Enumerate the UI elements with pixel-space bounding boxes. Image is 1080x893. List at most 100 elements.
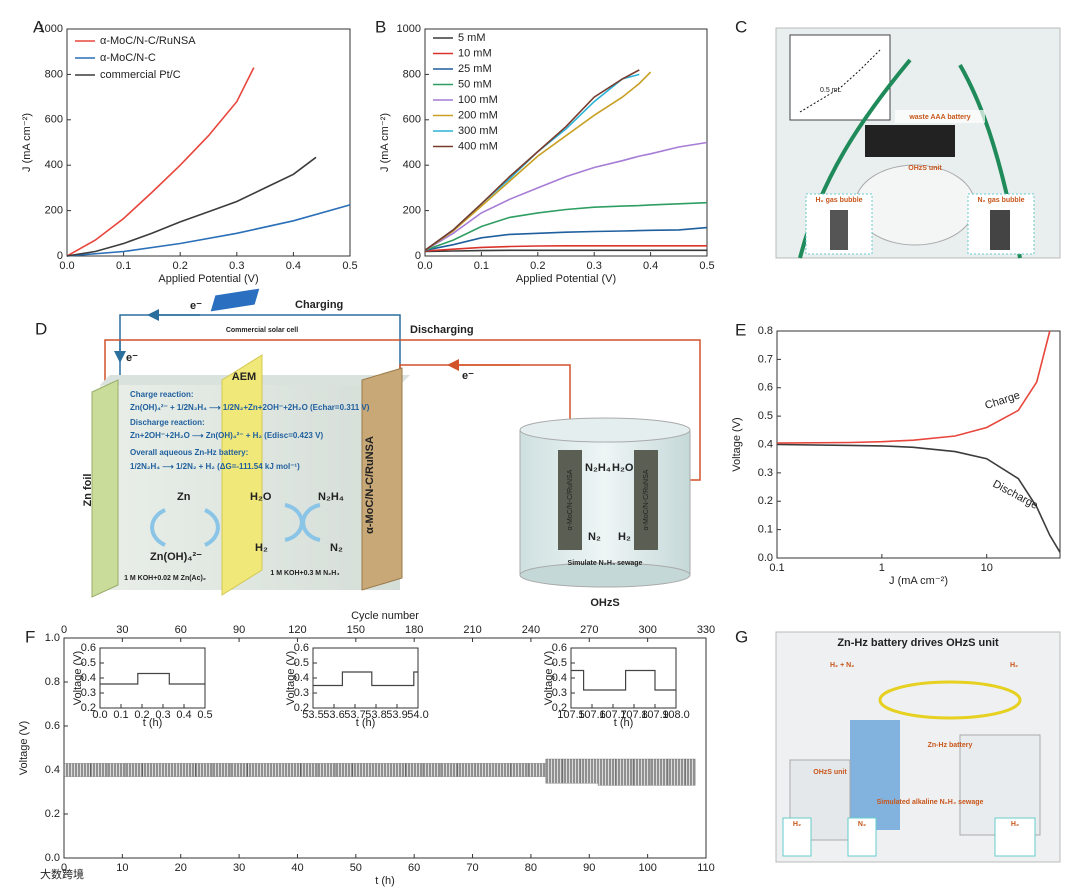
x-tick-label: 90 bbox=[583, 862, 595, 874]
y-tick-label: 0.6 bbox=[294, 642, 309, 654]
panel-label: E bbox=[735, 320, 746, 339]
x2-tick-label: 60 bbox=[175, 624, 187, 636]
callout-box bbox=[847, 817, 877, 857]
cycle-band bbox=[282, 763, 301, 777]
label: Charging bbox=[295, 299, 343, 311]
chart: 0.0 0.1 0.2 0.3 0.4 0.5 0.2 0.3 0.4 0.5 0.6 t (h) Vo… bbox=[72, 642, 213, 729]
x2-tick-label: 90 bbox=[233, 624, 245, 636]
chart: 0.0 0.1 0.2 0.3 0.4 0.5 0 200 400 600 800 1000 Appli… bbox=[21, 17, 358, 284]
cycle-band bbox=[265, 763, 284, 777]
chart: 0.1 1 100.00.10.20.30.40.50.60.70.8J (mA c… bbox=[731, 320, 1061, 587]
reaction: 1/2N₂H₄ ⟶ 1/2N₂ + H₂ (ΔG=-111.54 kJ mol⁻… bbox=[130, 462, 300, 471]
y-tick-label: 0.0 bbox=[758, 552, 773, 564]
x-tick-label: 70 bbox=[466, 862, 478, 874]
cycle-band bbox=[317, 763, 336, 777]
callout: Simulated alkaline N₂H₄ sewage bbox=[877, 799, 984, 806]
x-tick-label: 10 bbox=[116, 862, 128, 874]
cycle-arrow bbox=[204, 508, 220, 547]
legend-label: α-MoC/N-C/RuNSA bbox=[100, 35, 196, 47]
series-line bbox=[424, 249, 707, 253]
x-tick-label: 0.2 bbox=[134, 709, 149, 721]
cycle-arrow bbox=[150, 508, 166, 547]
photo-text: OHzS unit bbox=[908, 165, 942, 172]
y-tick-label: 0.4 bbox=[294, 672, 309, 684]
panel-label: D bbox=[35, 319, 47, 338]
label: AEM bbox=[232, 371, 256, 383]
cycle-band bbox=[597, 758, 616, 786]
plot-frame bbox=[312, 647, 419, 709]
y-tick-label: 0.3 bbox=[758, 467, 773, 479]
y-tick-label: 0.5 bbox=[758, 410, 773, 422]
x2-tick-label: 180 bbox=[405, 624, 423, 636]
x-tick-label: 0.0 bbox=[59, 260, 74, 272]
cycle-band bbox=[405, 763, 424, 777]
y-tick-label: 400 bbox=[45, 159, 63, 171]
callout: H₂ bbox=[1011, 821, 1019, 828]
x-tick-label: 53.5 bbox=[302, 709, 323, 721]
panel-label: A bbox=[33, 17, 45, 36]
series-line bbox=[66, 67, 255, 257]
y-tick-label: 0 bbox=[57, 250, 63, 262]
y-tick-label: 0.6 bbox=[45, 720, 60, 732]
cycle-band bbox=[475, 763, 494, 777]
x2-axis-label: Cycle number bbox=[351, 610, 419, 622]
x-tick-label: 0.3 bbox=[587, 260, 602, 272]
cycle-band bbox=[63, 763, 73, 777]
x-tick-label: 100 bbox=[638, 862, 656, 874]
x-tick-label: 53.8 bbox=[365, 709, 386, 721]
label: OHzS bbox=[590, 597, 619, 609]
reaction: Zn+2OH⁻+2H₂O ⟶ Zn(OH)₄²⁻ + H₂ (Edisc=0.4… bbox=[130, 431, 323, 440]
x-tick-label: 1 bbox=[879, 562, 885, 574]
species: N₂ bbox=[330, 542, 343, 554]
y-tick-label: 0.4 bbox=[45, 764, 60, 776]
callout-box bbox=[782, 817, 812, 857]
cycle-band bbox=[212, 763, 231, 777]
cycle-band bbox=[387, 763, 406, 777]
photo-title: Zn-Hz battery drives OHzS unit bbox=[837, 637, 999, 649]
ohzs-tank bbox=[519, 429, 691, 576]
x-tick-label: 107.7 bbox=[599, 709, 627, 721]
x-tick-label: 0.1 bbox=[769, 562, 784, 574]
x2-tick-label: 240 bbox=[522, 624, 540, 636]
cycle-band bbox=[72, 763, 91, 777]
label: Discharging bbox=[410, 324, 474, 336]
x-tick-label: 60 bbox=[408, 862, 420, 874]
electrolyte: 1 M KOH+0.02 M Zn(Ac)₂ bbox=[124, 575, 206, 582]
bubble-image bbox=[830, 210, 848, 250]
legend-label: 200 mM bbox=[458, 109, 498, 121]
y-tick-label: 0.4 bbox=[758, 438, 773, 450]
cycle-band bbox=[195, 763, 213, 777]
series-line bbox=[313, 671, 418, 687]
y-tick-label: 0 bbox=[415, 250, 421, 262]
cycle-band bbox=[615, 758, 634, 786]
solar-cell bbox=[209, 287, 261, 313]
electrode bbox=[634, 450, 658, 550]
cycle-band bbox=[527, 763, 546, 777]
series-line bbox=[424, 69, 640, 251]
vessel bbox=[850, 720, 900, 830]
y-axis-label: Voltage (V) bbox=[543, 651, 555, 705]
x-tick-label: 40 bbox=[291, 862, 303, 874]
x-tick-label: 50 bbox=[350, 862, 362, 874]
y-tick-label: 1.0 bbox=[45, 632, 60, 644]
x-tick-label: 0.4 bbox=[176, 709, 191, 721]
cycle-band bbox=[90, 763, 108, 777]
series-line bbox=[424, 245, 707, 252]
electron: e⁻ bbox=[190, 300, 202, 312]
x2-tick-label: 270 bbox=[580, 624, 598, 636]
x-tick-label: 54.0 bbox=[407, 709, 428, 721]
y-tick-label: 0.8 bbox=[758, 325, 773, 337]
species: N₂ bbox=[588, 531, 601, 543]
callout: H₂ + N₂ bbox=[830, 662, 854, 669]
x2-tick-label: 30 bbox=[116, 624, 128, 636]
x-tick-label: 0.0 bbox=[92, 709, 107, 721]
chart: 0.0 0.1 0.2 0.3 0.4 0.5 0 200 400 600 800 1000 Appli… bbox=[375, 17, 715, 284]
species: N₂H₄ bbox=[318, 491, 344, 503]
plot-frame bbox=[424, 28, 708, 257]
x-axis-label: t (h) bbox=[143, 717, 163, 729]
cycle-arrow bbox=[301, 503, 321, 542]
cycle-band bbox=[300, 763, 319, 777]
species: Zn(OH)₄²⁻ bbox=[150, 551, 202, 563]
cycle-band bbox=[492, 763, 511, 777]
